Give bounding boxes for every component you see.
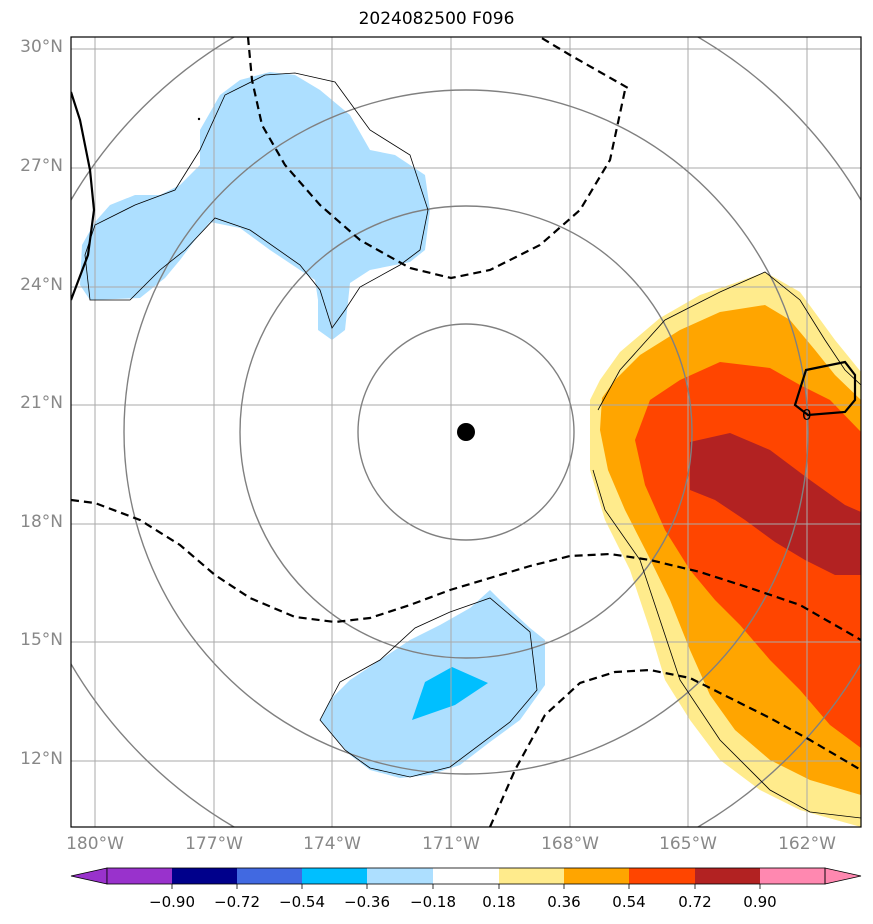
storm-center-marker — [457, 423, 475, 441]
small-marker — [197, 117, 201, 121]
lon-label-168w: 168°W — [541, 834, 599, 854]
colorbar-extend-low — [70, 867, 108, 885]
colorbar-tick-label: 0.18 — [482, 893, 516, 911]
colorbar-bin-4 — [302, 868, 367, 884]
colorbar-bin-9 — [629, 868, 695, 884]
colorbar-bin-10 — [695, 868, 760, 884]
colorbar-bin-7 — [499, 868, 564, 884]
colorbar-tick-label: 0.54 — [612, 893, 646, 911]
lon-label-177w: 177°W — [185, 834, 243, 854]
lat-label-21n: 21°N — [20, 393, 63, 413]
colorbar-tick-label: −0.54 — [279, 893, 325, 911]
colorbar — [70, 867, 862, 889]
lat-label-15n: 15°N — [20, 630, 63, 650]
gridlines — [71, 37, 861, 827]
range-rings — [71, 37, 861, 827]
lon-label-162w: 162°W — [778, 834, 836, 854]
map-title: 2024082500 F096 — [358, 9, 515, 29]
negative-anomaly-core — [412, 667, 488, 720]
colorbar-tick-label: −0.18 — [410, 893, 456, 911]
colorbar-tick-label: −0.36 — [344, 893, 390, 911]
colorbar-tick-label: 0.90 — [743, 893, 777, 911]
lat-label-30n: 30°N — [20, 37, 63, 57]
colorbar-bin-5 — [367, 868, 433, 884]
colorbar-tick-label: −0.90 — [149, 893, 195, 911]
lat-label-27n: 27°N — [20, 156, 63, 176]
lon-label-171w: 171°W — [422, 834, 480, 854]
colorbar-tick-label: 0.72 — [678, 893, 712, 911]
colorbar-bin-2 — [172, 868, 237, 884]
shading-layer — [80, 72, 861, 827]
solid-contours — [71, 91, 857, 417]
colorbar-tick-label: −0.72 — [214, 893, 260, 911]
lat-label-12n: 12°N — [20, 749, 63, 769]
lon-label-180w: 180°W — [66, 834, 124, 854]
lon-label-174w: 174°W — [303, 834, 361, 854]
lat-label-18n: 18°N — [20, 512, 63, 532]
lon-label-165w: 165°W — [659, 834, 717, 854]
colorbar-bin-3 — [237, 868, 302, 884]
colorbar-extend-high — [824, 867, 862, 885]
anomaly-outlines — [84, 72, 861, 819]
positive-band-072 — [690, 433, 861, 575]
colorbar-bin-1 — [107, 868, 172, 884]
map-frame — [70, 36, 862, 828]
colorbar-frame — [106, 867, 826, 885]
lat-label-24n: 24°N — [20, 275, 63, 295]
colorbar-tick-label: 0.36 — [547, 893, 581, 911]
contour-label: 0 — [802, 406, 812, 424]
colorbar-bin-6 — [433, 868, 499, 884]
dashed-contours — [71, 37, 861, 827]
colorbar-bin-8 — [564, 868, 629, 884]
colorbar-bin-11 — [760, 868, 825, 884]
negative-anomaly-north — [80, 72, 430, 340]
